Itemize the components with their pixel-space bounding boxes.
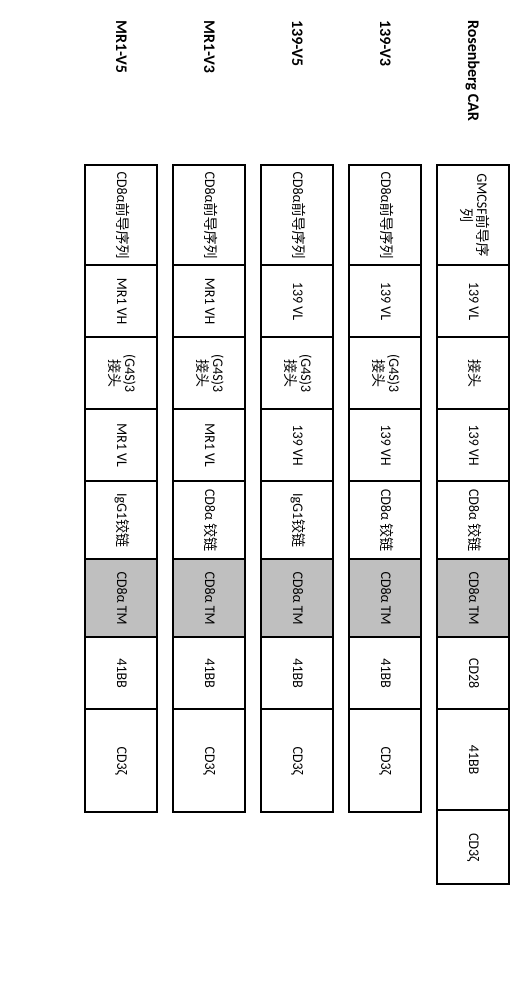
domain-cell: 41BB <box>86 638 156 710</box>
domain-cell: 139 VH <box>438 410 508 482</box>
construct-row: MR1-V3 CD8α前导序列 MR1 VH (G4S)3 接头 MR1 VL … <box>172 20 246 1000</box>
domain-cell: 41BB <box>438 710 508 811</box>
domain-cell: 41BB <box>174 638 244 710</box>
domain-cell: 41BB <box>350 638 420 710</box>
domain-cell: 接头 <box>438 338 508 410</box>
domain-cell: (G4S)3 接头 <box>86 338 156 410</box>
domain-cell: CD8α前导序列 <box>86 166 156 266</box>
domain-cell: MR1 VH <box>174 266 244 338</box>
domain-cell: CD8α TM <box>350 560 420 638</box>
domain-cell: MR1 VL <box>174 410 244 482</box>
domain-cell: CD3ζ <box>438 811 508 883</box>
domain-cell: CD8α TM <box>86 560 156 638</box>
domain-cell: CD8α TM <box>438 560 508 638</box>
domain-cell: 41BB <box>262 638 332 710</box>
domain-cell: 139 VH <box>262 410 332 482</box>
domain-cell: (G4S)3 接头 <box>262 338 332 410</box>
construct-cells: GMCSF前导序列 139 VL 接头 139 VH CD8α 铰链 CD8α … <box>436 164 510 885</box>
domain-cell: CD8α 铰链 <box>438 482 508 560</box>
domain-cell: CD28 <box>438 638 508 710</box>
domain-cell: CD8α 铰链 <box>174 482 244 560</box>
diagram-stage: Rosenberg CAR GMCSF前导序列 139 VL 接头 139 VH… <box>0 0 524 1000</box>
construct-cells: CD8α前导序列 MR1 VH (G4S)3 接头 MR1 VL IgG1铰链 … <box>84 164 158 813</box>
domain-cell: MR1 VL <box>86 410 156 482</box>
construct-label: MR1-V3 <box>200 20 219 164</box>
construct-row: 139-V3 CD8α前导序列 139 VL (G4S)3 接头 139 VH … <box>348 20 422 1000</box>
domain-cell: 139 VL <box>350 266 420 338</box>
domain-cell: (G4S)3 接头 <box>174 338 244 410</box>
construct-label: Rosenberg CAR <box>464 20 483 164</box>
domain-cell: CD3ζ <box>262 710 332 811</box>
domain-cell: 139 VH <box>350 410 420 482</box>
construct-cells: CD8α前导序列 139 VL (G4S)3 接头 139 VH IgG1铰链 … <box>260 164 334 813</box>
domain-cell: CD3ζ <box>174 710 244 811</box>
domain-cell: CD3ζ <box>86 710 156 811</box>
domain-cell: 139 VL <box>262 266 332 338</box>
construct-label: 139-V5 <box>288 20 307 164</box>
construct-row: Rosenberg CAR GMCSF前导序列 139 VL 接头 139 VH… <box>436 20 510 1000</box>
construct-cells: CD8α前导序列 MR1 VH (G4S)3 接头 MR1 VL CD8α 铰链… <box>172 164 246 813</box>
domain-cell: CD8α前导序列 <box>350 166 420 266</box>
domain-cell: CD8α TM <box>262 560 332 638</box>
domain-cell: CD8α前导序列 <box>174 166 244 266</box>
domain-cell: CD8α 铰链 <box>350 482 420 560</box>
domain-cell: MR1 VH <box>86 266 156 338</box>
construct-row: MR1-V5 CD8α前导序列 MR1 VH (G4S)3 接头 MR1 VL … <box>84 20 158 1000</box>
domain-cell: IgG1铰链 <box>262 482 332 560</box>
domain-cell: CD8α前导序列 <box>262 166 332 266</box>
construct-label: 139-V3 <box>376 20 395 164</box>
domain-cell: IgG1铰链 <box>86 482 156 560</box>
domain-cell: 139 VL <box>438 266 508 338</box>
construct-cells: CD8α前导序列 139 VL (G4S)3 接头 139 VH CD8α 铰链… <box>348 164 422 813</box>
domain-cell: (G4S)3 接头 <box>350 338 420 410</box>
domain-cell: CD8α TM <box>174 560 244 638</box>
domain-cell: GMCSF前导序列 <box>438 166 508 266</box>
domain-cell: CD3ζ <box>350 710 420 811</box>
construct-row: 139-V5 CD8α前导序列 139 VL (G4S)3 接头 139 VH … <box>260 20 334 1000</box>
construct-label: MR1-V5 <box>112 20 131 164</box>
